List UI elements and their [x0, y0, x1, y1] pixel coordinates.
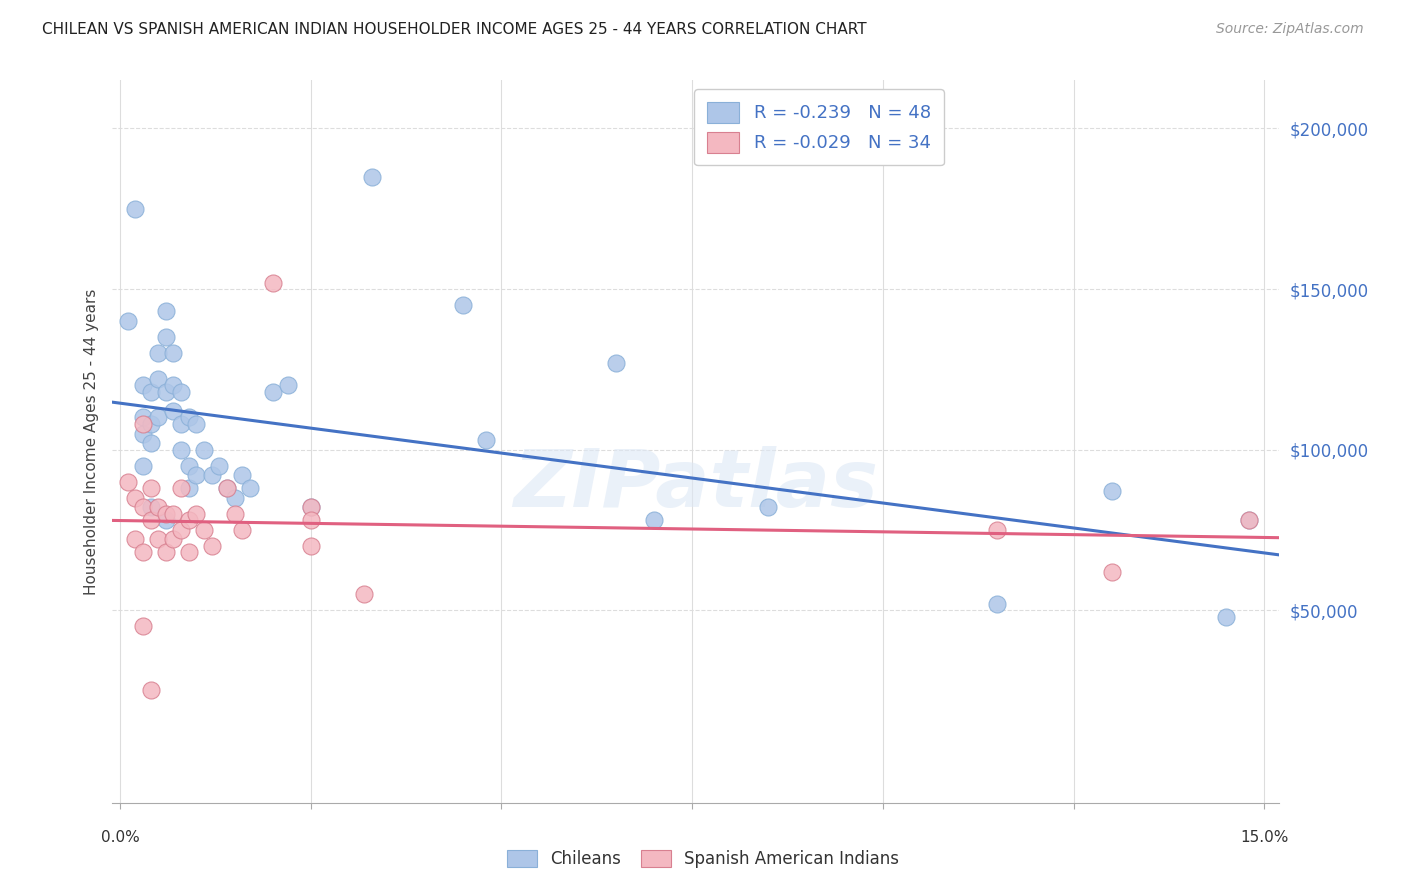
Point — [201, 539, 224, 553]
Point — [148, 533, 170, 547]
Point — [360, 169, 382, 184]
Point — [139, 481, 162, 495]
Point — [155, 513, 177, 527]
Point — [139, 436, 162, 450]
Point — [132, 500, 155, 515]
Point — [124, 491, 146, 505]
Point — [231, 523, 253, 537]
Point — [1215, 609, 1237, 624]
Text: Source: ZipAtlas.com: Source: ZipAtlas.com — [1216, 22, 1364, 37]
Point — [139, 417, 162, 431]
Point — [148, 372, 170, 386]
Point — [162, 378, 184, 392]
Point — [986, 597, 1008, 611]
Point — [1101, 484, 1123, 499]
Point — [262, 384, 284, 399]
Point — [224, 507, 246, 521]
Point — [186, 507, 208, 521]
Point — [148, 500, 170, 515]
Point — [132, 426, 155, 441]
Point — [139, 384, 162, 399]
Point — [132, 417, 155, 431]
Point — [215, 481, 238, 495]
Point — [124, 202, 146, 216]
Point — [299, 513, 322, 527]
Point — [643, 513, 665, 527]
Point — [139, 500, 162, 515]
Point — [1237, 513, 1260, 527]
Text: 15.0%: 15.0% — [1240, 830, 1288, 845]
Point — [155, 545, 177, 559]
Point — [475, 433, 498, 447]
Point — [453, 298, 475, 312]
Point — [986, 523, 1008, 537]
Point — [117, 314, 139, 328]
Text: ZIPatlas: ZIPatlas — [513, 446, 879, 524]
Point — [353, 587, 375, 601]
Point — [132, 545, 155, 559]
Point — [193, 523, 215, 537]
Point — [231, 468, 253, 483]
Point — [162, 533, 184, 547]
Point — [201, 468, 224, 483]
Point — [177, 481, 200, 495]
Point — [148, 346, 170, 360]
Point — [605, 356, 627, 370]
Point — [177, 545, 200, 559]
Point — [177, 513, 200, 527]
Point — [117, 475, 139, 489]
Point — [148, 410, 170, 425]
Point — [277, 378, 299, 392]
Y-axis label: Householder Income Ages 25 - 44 years: Householder Income Ages 25 - 44 years — [83, 288, 98, 595]
Point — [170, 523, 193, 537]
Point — [170, 442, 193, 457]
Point — [155, 330, 177, 344]
Point — [177, 458, 200, 473]
Point — [170, 417, 193, 431]
Point — [1237, 513, 1260, 527]
Point — [162, 346, 184, 360]
Point — [1101, 565, 1123, 579]
Point — [132, 378, 155, 392]
Point — [193, 442, 215, 457]
Point — [132, 458, 155, 473]
Point — [299, 500, 322, 515]
Point — [177, 410, 200, 425]
Point — [139, 683, 162, 698]
Point — [262, 276, 284, 290]
Point — [132, 410, 155, 425]
Point — [124, 533, 146, 547]
Point — [186, 417, 208, 431]
Point — [224, 491, 246, 505]
Point — [155, 507, 177, 521]
Point — [162, 507, 184, 521]
Point — [758, 500, 780, 515]
Point — [162, 404, 184, 418]
Point — [170, 481, 193, 495]
Point — [299, 500, 322, 515]
Point — [139, 513, 162, 527]
Text: CHILEAN VS SPANISH AMERICAN INDIAN HOUSEHOLDER INCOME AGES 25 - 44 YEARS CORRELA: CHILEAN VS SPANISH AMERICAN INDIAN HOUSE… — [42, 22, 868, 37]
Point — [155, 384, 177, 399]
Point — [239, 481, 262, 495]
Point — [132, 619, 155, 633]
Point — [170, 384, 193, 399]
Legend: R = -0.239   N = 48, R = -0.029   N = 34: R = -0.239 N = 48, R = -0.029 N = 34 — [695, 89, 943, 165]
Point — [208, 458, 231, 473]
Point — [215, 481, 238, 495]
Point — [299, 539, 322, 553]
Text: 0.0%: 0.0% — [101, 830, 139, 845]
Point — [186, 468, 208, 483]
Point — [155, 304, 177, 318]
Legend: Chileans, Spanish American Indians: Chileans, Spanish American Indians — [501, 843, 905, 875]
